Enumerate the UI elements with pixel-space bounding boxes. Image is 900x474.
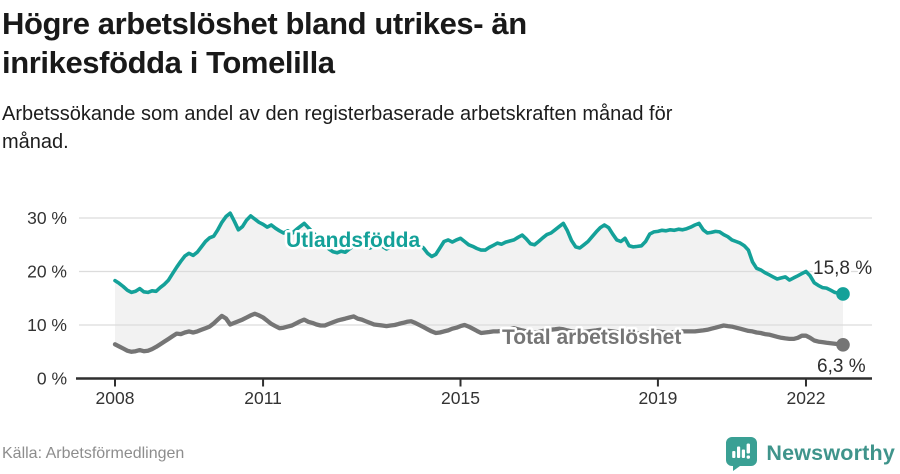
x-tick-label-2011: 2011 (244, 388, 282, 408)
newsworthy-logo: Newsworthy (725, 436, 895, 471)
title-line-1: Högre arbetslöshet bland utrikes- än (2, 6, 527, 41)
chart-subtitle: Arbetssökande som andel av den registerb… (2, 100, 672, 156)
y-tick-label-0: 0 % (37, 369, 67, 389)
series-label-utlandsfodda: Utlandsfödda (286, 229, 420, 252)
series-label-total-arbetsloshet: Total arbetslöshet (502, 326, 681, 349)
between-series-band (115, 213, 843, 352)
subtitle-line-1: Arbetssökande som andel av den registerb… (2, 103, 673, 125)
subtitle-line-2: månad. (2, 131, 69, 153)
x-tick-label-2022: 2022 (787, 388, 826, 408)
x-tick-label-2019: 2019 (638, 388, 677, 408)
y-tick-label-30: 30 % (27, 208, 67, 228)
series-end-dot-total-arbetsloshet (836, 337, 850, 352)
series-line-utlandsfodda (113, 211, 845, 296)
source-attribution: Källa: Arbetsförmedlingen (2, 445, 185, 462)
newsworthy-wordmark: Newsworthy (766, 441, 895, 465)
series-end-dot-utlandsfodda (836, 287, 850, 301)
y-tick-label-10: 10 % (27, 315, 67, 335)
series-line-total-arbetsloshet (112, 311, 846, 354)
x-tick-label-2008: 2008 (96, 388, 135, 408)
newsworthy-bubble-bar-chart-icon (726, 437, 758, 471)
end-value-label-total-arbetsloshet: 6,3 % (817, 356, 866, 377)
y-tick-label-20: 20 % (27, 262, 67, 282)
title-line-2: inrikesfödda i Tomelilla (2, 45, 335, 80)
x-tick-label-2015: 2015 (441, 388, 480, 408)
end-value-label-utlandsfodda: 15,8 % (813, 258, 872, 279)
page-title: Högre arbetslöshet bland utrikes- än inr… (2, 4, 527, 82)
